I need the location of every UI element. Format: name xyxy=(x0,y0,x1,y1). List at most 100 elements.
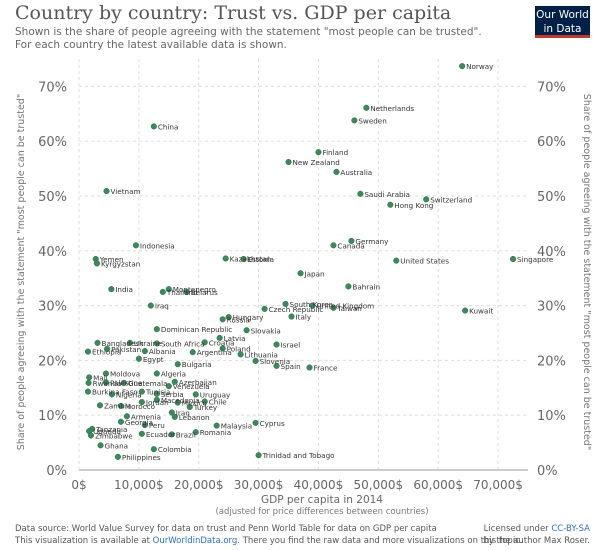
data-point[interactable] xyxy=(237,351,244,358)
data-point[interactable] xyxy=(186,403,193,411)
point-label: Sweden xyxy=(358,116,386,125)
data-point[interactable] xyxy=(141,348,148,355)
data-point[interactable] xyxy=(459,63,466,70)
owid-link[interactable]: OurWorldinData.org xyxy=(152,536,238,546)
data-point[interactable] xyxy=(126,339,133,346)
data-point[interactable] xyxy=(117,418,124,425)
data-point[interactable] xyxy=(192,391,199,398)
data-point[interactable] xyxy=(219,316,226,323)
data-point[interactable] xyxy=(171,413,178,420)
data-point[interactable] xyxy=(108,286,115,293)
data-point[interactable] xyxy=(120,379,127,386)
data-point[interactable] xyxy=(243,327,250,334)
data-point[interactable] xyxy=(351,117,358,124)
data-point[interactable] xyxy=(123,413,130,420)
data-point[interactable] xyxy=(282,300,289,308)
data-point[interactable] xyxy=(153,326,160,333)
point-label: Finland xyxy=(322,148,348,157)
point-label: Hong Kong xyxy=(394,201,433,210)
data-point[interactable] xyxy=(117,402,124,409)
data-point[interactable] xyxy=(225,314,232,321)
data-point[interactable] xyxy=(509,255,517,263)
grid-lines xyxy=(78,59,528,471)
data-point[interactable] xyxy=(138,430,145,437)
data-point[interactable] xyxy=(93,260,101,267)
data-point[interactable] xyxy=(165,383,172,390)
footer-source: Data source: World Value Survey for data… xyxy=(15,524,437,534)
data-point[interactable] xyxy=(216,334,223,341)
data-point[interactable] xyxy=(153,396,160,403)
data-point[interactable] xyxy=(240,255,247,263)
data-point[interactable] xyxy=(288,313,295,320)
data-point[interactable] xyxy=(462,307,469,314)
data-point[interactable] xyxy=(315,149,322,156)
data-point[interactable] xyxy=(86,374,93,381)
data-point[interactable] xyxy=(135,355,142,362)
data-point[interactable] xyxy=(102,370,109,377)
data-point[interactable] xyxy=(104,345,111,352)
data-point[interactable] xyxy=(94,339,101,346)
data-point[interactable] xyxy=(103,188,110,195)
data-point[interactable] xyxy=(261,305,268,312)
data-point[interactable] xyxy=(423,196,430,203)
data-point[interactable] xyxy=(252,419,259,426)
data-point[interactable] xyxy=(87,432,95,439)
data-point[interactable] xyxy=(387,201,394,208)
data-point[interactable] xyxy=(132,242,139,249)
data-point[interactable] xyxy=(192,429,199,436)
point-label: Switzerland xyxy=(430,195,472,204)
data-point[interactable] xyxy=(306,364,313,371)
data-point[interactable] xyxy=(174,399,181,406)
data-point[interactable] xyxy=(330,304,337,311)
data-point[interactable] xyxy=(222,255,229,262)
data-point[interactable] xyxy=(147,302,154,309)
data-point[interactable] xyxy=(153,370,160,377)
data-point[interactable] xyxy=(273,362,280,369)
data-point[interactable] xyxy=(168,431,175,438)
data-point[interactable] xyxy=(255,452,262,459)
data-point[interactable] xyxy=(96,402,104,409)
data-point[interactable] xyxy=(393,257,400,264)
data-point[interactable] xyxy=(297,270,304,277)
data-point[interactable] xyxy=(219,345,226,352)
data-point[interactable] xyxy=(150,123,157,130)
owid-logo[interactable]: Our World in Data xyxy=(535,6,590,38)
data-point[interactable] xyxy=(138,388,145,395)
point-label: Philippines xyxy=(122,453,161,462)
data-point[interactable] xyxy=(165,286,172,293)
data-point[interactable] xyxy=(171,378,178,385)
data-point[interactable] xyxy=(285,158,292,166)
data-point[interactable] xyxy=(84,348,92,355)
data-point[interactable] xyxy=(273,341,280,348)
data-point[interactable] xyxy=(201,398,208,405)
data-point[interactable] xyxy=(97,442,104,449)
point-label: Spain xyxy=(281,362,301,371)
data-point[interactable] xyxy=(168,409,175,416)
data-point[interactable] xyxy=(201,339,208,346)
data-point[interactable] xyxy=(108,391,115,398)
data-point[interactable] xyxy=(189,349,196,356)
data-point[interactable] xyxy=(174,361,181,368)
data-point[interactable] xyxy=(363,104,370,111)
data-point[interactable] xyxy=(345,283,352,290)
data-point[interactable] xyxy=(102,379,109,386)
data-point[interactable] xyxy=(150,446,157,453)
data-point[interactable] xyxy=(348,237,355,244)
data-point[interactable] xyxy=(141,422,148,429)
data-point[interactable] xyxy=(213,422,220,429)
data-point[interactable] xyxy=(159,288,166,295)
data-point[interactable] xyxy=(330,242,337,249)
data-point[interactable] xyxy=(357,190,364,197)
data-point[interactable] xyxy=(153,340,160,347)
data-point[interactable] xyxy=(183,288,190,295)
data-point[interactable] xyxy=(333,168,340,175)
data-point[interactable] xyxy=(114,453,121,460)
scatter-chart: 0% 0% 10% 10% 20% 20% 30% 30% 40% 40% 50% 50% 60% 60%… xyxy=(16,59,592,517)
data-point[interactable] xyxy=(85,379,92,386)
data-point[interactable] xyxy=(252,357,259,364)
data-point[interactable] xyxy=(309,302,316,309)
data-point[interactable] xyxy=(153,390,160,397)
data-point[interactable] xyxy=(84,388,92,395)
license-link[interactable]: CC-BY-SA xyxy=(551,524,590,534)
data-point[interactable] xyxy=(138,398,145,406)
